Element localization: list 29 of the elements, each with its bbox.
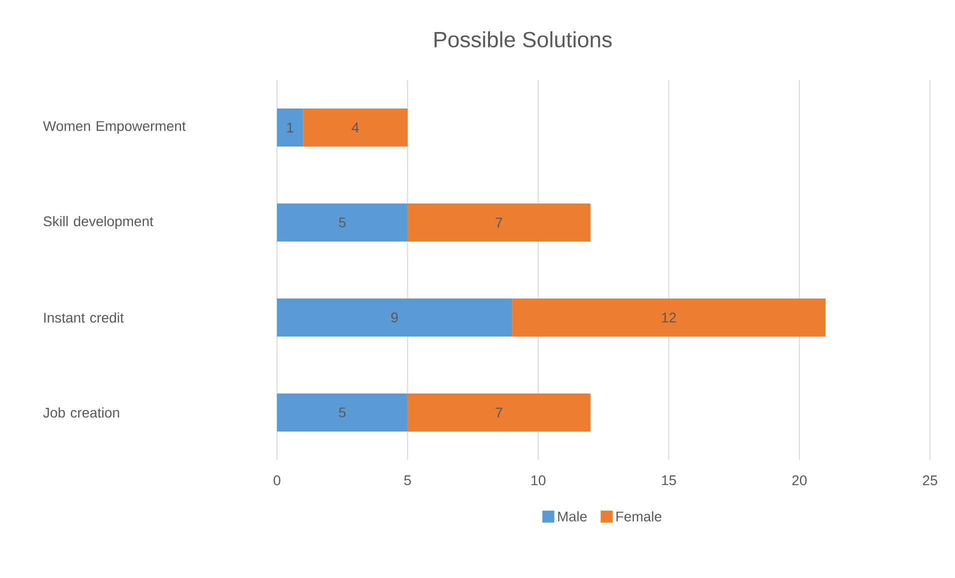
y-tick-label: Women Empowerment	[43, 121, 186, 134]
bar	[512, 298, 826, 336]
y-tick-label: Instant credit	[44, 312, 124, 323]
bar	[277, 298, 512, 336]
bar	[277, 394, 408, 432]
bar	[408, 204, 590, 242]
x-tick-label: 0	[274, 475, 280, 486]
bar	[303, 108, 408, 146]
bar	[277, 204, 408, 242]
data-label: 7	[496, 408, 502, 418]
x-tick-label: 15	[662, 475, 676, 486]
data-label: 5	[338, 408, 346, 418]
legend-label: Female	[616, 511, 662, 522]
data-label: 1	[287, 122, 294, 132]
x-tick-label: 10	[531, 475, 546, 486]
x-tick-label: 20	[792, 475, 807, 486]
legend-label: Male	[558, 511, 587, 522]
bar	[277, 108, 304, 146]
x-tick-label: 25	[922, 475, 938, 486]
x-tick-label: 5	[404, 475, 411, 486]
bar	[408, 394, 590, 432]
data-label: 12	[662, 312, 676, 322]
y-tick-label: Job creation	[43, 407, 120, 418]
y-tick-label: Skill development	[44, 216, 154, 230]
data-label: 4	[352, 122, 359, 132]
chart-title: Possible Solutions	[434, 31, 612, 48]
data-label: 7	[496, 218, 502, 228]
data-label: 9	[391, 312, 398, 322]
data-label: 5	[338, 218, 346, 228]
